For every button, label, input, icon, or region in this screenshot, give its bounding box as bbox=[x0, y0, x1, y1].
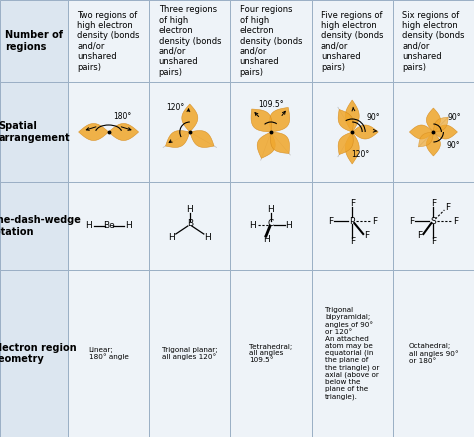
Bar bbox=[0, 82, 68, 182]
Text: F: F bbox=[453, 216, 458, 225]
Text: Electron region
geometry: Electron region geometry bbox=[0, 343, 76, 364]
Text: 90°: 90° bbox=[366, 112, 380, 121]
Text: 90°: 90° bbox=[447, 142, 460, 150]
Bar bbox=[149, 270, 230, 437]
Text: S: S bbox=[430, 216, 436, 225]
Text: F: F bbox=[364, 232, 369, 240]
Text: F: F bbox=[445, 204, 450, 212]
Bar bbox=[149, 82, 230, 182]
Text: F: F bbox=[409, 216, 414, 225]
Text: Five regions of
high electron
density (bonds
and/or
unshared
pairs): Five regions of high electron density (b… bbox=[321, 10, 383, 72]
Text: F: F bbox=[431, 200, 436, 208]
Text: F: F bbox=[350, 200, 355, 208]
Text: H: H bbox=[264, 236, 270, 244]
Bar bbox=[0, 270, 68, 437]
Text: F: F bbox=[350, 237, 355, 246]
Bar bbox=[393, 270, 474, 437]
Bar bbox=[230, 0, 311, 82]
Bar bbox=[311, 0, 393, 82]
Bar bbox=[68, 270, 149, 437]
Text: B: B bbox=[187, 219, 193, 229]
Text: Trigonal
bipyramidal;
angles of 90°
or 120°
An attached
atom may be
equatorial (: Trigonal bipyramidal; angles of 90° or 1… bbox=[325, 307, 379, 400]
Polygon shape bbox=[345, 132, 359, 164]
Bar bbox=[393, 0, 474, 82]
Text: Spatial
arrangement: Spatial arrangement bbox=[0, 121, 70, 143]
Bar bbox=[0, 0, 68, 82]
Text: F: F bbox=[372, 216, 377, 225]
Bar bbox=[68, 182, 149, 270]
Text: H: H bbox=[168, 233, 175, 243]
Polygon shape bbox=[410, 125, 433, 139]
Text: 120°: 120° bbox=[351, 150, 369, 159]
Polygon shape bbox=[270, 108, 290, 132]
Polygon shape bbox=[419, 132, 433, 147]
Polygon shape bbox=[338, 110, 353, 132]
Bar bbox=[393, 82, 474, 182]
Text: H: H bbox=[250, 222, 256, 230]
Text: Be: Be bbox=[103, 222, 115, 230]
Text: H: H bbox=[268, 205, 274, 215]
Polygon shape bbox=[257, 132, 275, 158]
Text: Tetrahedral;
all angles
109.5°: Tetrahedral; all angles 109.5° bbox=[249, 343, 292, 364]
Text: Octahedral;
all angles 90°
or 180°: Octahedral; all angles 90° or 180° bbox=[409, 343, 458, 364]
Text: 90°: 90° bbox=[447, 114, 461, 122]
Bar bbox=[230, 270, 311, 437]
Polygon shape bbox=[433, 117, 448, 132]
Text: F: F bbox=[328, 216, 333, 225]
Bar bbox=[68, 82, 149, 182]
Text: 120°: 120° bbox=[167, 103, 185, 112]
Polygon shape bbox=[109, 124, 138, 141]
Text: F: F bbox=[431, 237, 436, 246]
Text: Line-dash-wedge
notation: Line-dash-wedge notation bbox=[0, 215, 81, 237]
Polygon shape bbox=[427, 108, 440, 132]
Polygon shape bbox=[79, 124, 109, 141]
Text: H: H bbox=[186, 205, 193, 215]
Polygon shape bbox=[251, 109, 272, 132]
Bar bbox=[230, 82, 311, 182]
Bar bbox=[149, 0, 230, 82]
Text: Three regions
of high
electron
density (bonds
and/or
unshared
pairs): Three regions of high electron density (… bbox=[158, 5, 221, 77]
Text: Two regions of
high electron
density (bonds
and/or
unshared
pairs): Two regions of high electron density (bo… bbox=[77, 10, 140, 72]
Polygon shape bbox=[271, 132, 290, 153]
Polygon shape bbox=[182, 104, 198, 132]
Polygon shape bbox=[338, 132, 353, 155]
Polygon shape bbox=[345, 100, 359, 132]
Text: H: H bbox=[125, 222, 132, 230]
Text: C: C bbox=[268, 219, 274, 229]
Bar bbox=[68, 0, 149, 82]
Text: Trigonal planar;
all angles 120°: Trigonal planar; all angles 120° bbox=[162, 347, 218, 361]
Text: Six regions of
high electron
density (bonds
and/or
unshared
pairs): Six regions of high electron density (bo… bbox=[402, 10, 465, 72]
Text: H: H bbox=[286, 222, 292, 230]
Text: 180°: 180° bbox=[114, 112, 132, 121]
Polygon shape bbox=[427, 132, 440, 156]
Text: H: H bbox=[85, 222, 92, 230]
Bar bbox=[393, 182, 474, 270]
Text: F: F bbox=[417, 232, 422, 240]
Polygon shape bbox=[433, 125, 457, 139]
Bar bbox=[0, 182, 68, 270]
Text: Number of
regions: Number of regions bbox=[5, 30, 63, 52]
Text: H: H bbox=[204, 233, 211, 243]
Text: Linear;
180° angle: Linear; 180° angle bbox=[89, 347, 128, 361]
Text: Four regions
of high
electron
density (bonds
and/or
unshared
pairs): Four regions of high electron density (b… bbox=[240, 5, 302, 77]
Polygon shape bbox=[165, 131, 190, 147]
Text: P: P bbox=[349, 216, 355, 225]
Bar bbox=[230, 182, 311, 270]
Polygon shape bbox=[352, 125, 378, 139]
Polygon shape bbox=[190, 131, 214, 147]
Text: 109.5°: 109.5° bbox=[258, 100, 284, 109]
Bar bbox=[311, 182, 393, 270]
Bar bbox=[149, 182, 230, 270]
Bar bbox=[311, 270, 393, 437]
Bar bbox=[311, 82, 393, 182]
